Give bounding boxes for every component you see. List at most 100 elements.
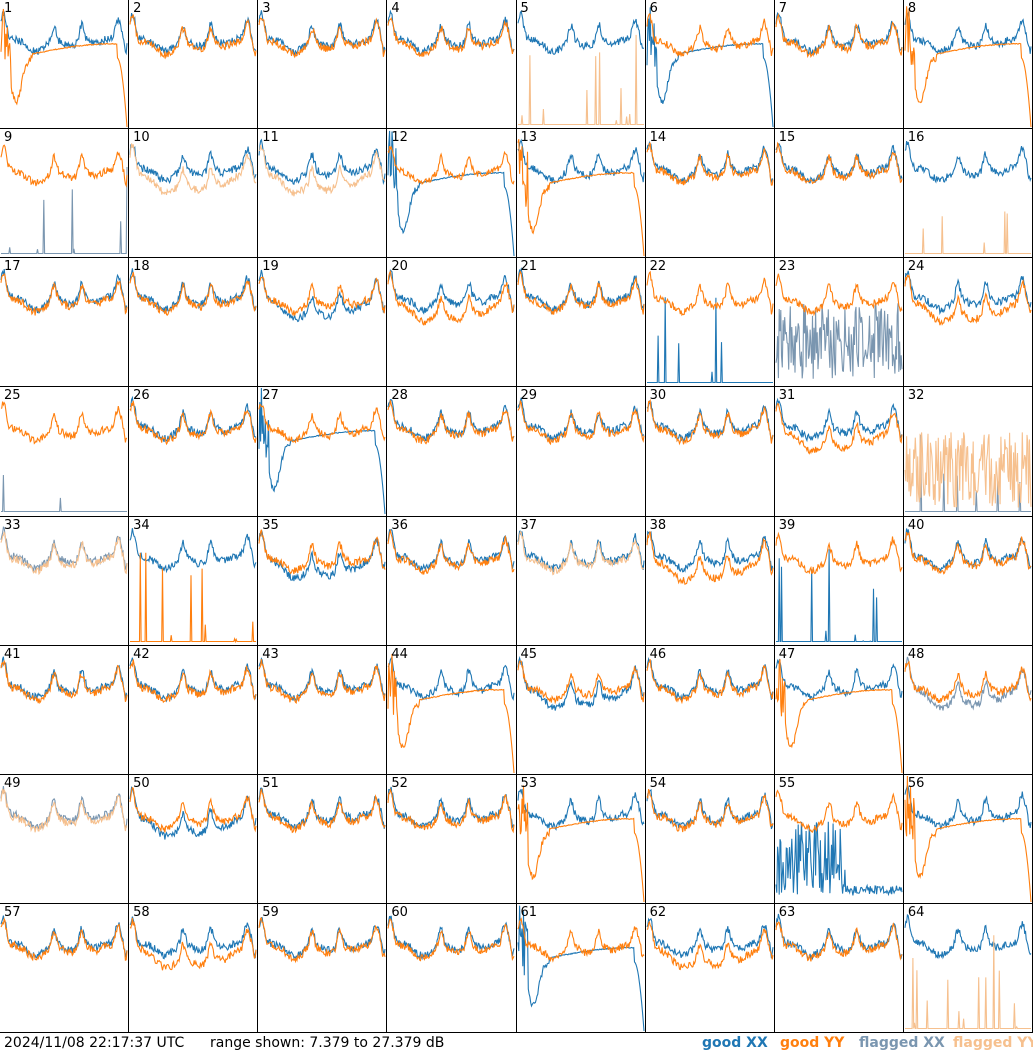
- panel-45: 45: [516, 645, 646, 775]
- panel-54-label: 54: [649, 775, 667, 791]
- panel-31-xx-line: [775, 398, 903, 443]
- panel-28-label: 28: [391, 388, 408, 404]
- panel-32-yy-line: [904, 432, 1032, 508]
- panel-58-label: 58: [133, 904, 150, 920]
- panel-53-label: 53: [520, 775, 538, 791]
- panel-5: 5: [516, 0, 646, 130]
- panel-38-plot: [646, 529, 774, 585]
- panel-44-plot: [387, 653, 515, 773]
- panel-43: 43: [258, 645, 388, 775]
- panel-19-plot: [258, 270, 386, 323]
- panel-7-yy-line: [775, 12, 903, 59]
- panel-25: 25: [0, 387, 130, 517]
- panel-57-label: 57: [4, 904, 21, 920]
- panel-13-yy-line: [516, 139, 645, 257]
- panel-44-xx-line: [387, 656, 515, 701]
- panel-50: 50: [129, 774, 259, 904]
- panel-1: 1: [0, 0, 130, 130]
- panel-15-xx-line: [775, 143, 903, 185]
- panel-63-plot: [775, 913, 903, 962]
- panel-42-label: 42: [133, 646, 150, 662]
- panel-64-yy-line: [904, 935, 1031, 1029]
- panel-23-label: 23: [778, 259, 796, 275]
- panel-19-label: 19: [262, 259, 279, 275]
- panel-38-yy-line: [646, 530, 774, 585]
- panel-35-xx-line: [258, 529, 386, 581]
- panel-10-plot: [129, 143, 257, 196]
- panel-40-yy-line: [904, 531, 1032, 575]
- panel-33-xx-line: [0, 525, 128, 572]
- panel-54-yy-line: [646, 788, 774, 832]
- panel-26-yy-line: [129, 401, 257, 446]
- panel-10-label: 10: [133, 130, 150, 146]
- panel-13-xx-line: [516, 138, 645, 185]
- panel-18-xx-line: [129, 268, 257, 313]
- panel-20: 20: [387, 258, 517, 388]
- panel-32-xx-line: [904, 435, 1031, 513]
- panel-55: 55: [774, 774, 904, 904]
- panel-49-yy-line: [0, 788, 128, 833]
- panel-52-label: 52: [391, 775, 408, 791]
- panel-38-xx-line: [646, 529, 774, 573]
- panel-1-yy-line: [0, 8, 128, 128]
- panel-13-label: 13: [520, 130, 538, 146]
- panel-63-label: 63: [778, 904, 796, 920]
- panel-34-label: 34: [133, 517, 150, 533]
- panel-5-yy-line: [517, 34, 644, 126]
- panel-62: 62: [645, 903, 775, 1033]
- panel-20-yy-line: [387, 270, 515, 327]
- panel-11-label: 11: [262, 130, 279, 146]
- panel-26-label: 26: [133, 388, 150, 404]
- panel-25-label: 25: [4, 388, 21, 404]
- panel-50-label: 50: [133, 775, 150, 791]
- panel-36-label: 36: [391, 517, 408, 533]
- panel-23-yy-line: [775, 273, 903, 317]
- panel-35-yy-line: [258, 529, 386, 574]
- panel-42-plot: [129, 657, 257, 703]
- panel-3-yy-line: [258, 17, 386, 59]
- panel-9: 9: [0, 129, 130, 259]
- panel-39-label: 39: [778, 517, 796, 533]
- panel-63-yy-line: [775, 921, 903, 962]
- panel-3-xx-line: [258, 10, 386, 58]
- panel-11-yy-line: [259, 145, 386, 197]
- panel-31-yy-line: [775, 403, 903, 456]
- panel-64-label: 64: [907, 904, 925, 920]
- legend-good-xx: good XX: [702, 1035, 768, 1051]
- panel-11-plot: [258, 138, 386, 197]
- panel-61-plot: [516, 905, 645, 1031]
- panel-45-label: 45: [520, 646, 538, 662]
- panel-45-yy-line: [516, 660, 645, 705]
- panel-21-yy-line: [516, 270, 645, 315]
- panel-59-yy-line: [258, 917, 386, 964]
- panel-22-label: 22: [649, 259, 667, 275]
- panel-15-label: 15: [778, 130, 796, 146]
- panel-61-yy-line: [516, 917, 644, 963]
- panel-16: 16: [903, 129, 1033, 259]
- panel-21-label: 21: [520, 259, 538, 275]
- panel-29-label: 29: [520, 388, 538, 404]
- panel-43-xx-line: [258, 656, 386, 702]
- panel-58-yy-line: [129, 917, 257, 971]
- panel-23-plot: [775, 273, 903, 379]
- panel-64: 64: [903, 903, 1033, 1033]
- panel-18-plot: [129, 268, 257, 317]
- panel-22-xx-line: [646, 297, 773, 384]
- panel-47-xx-line: [775, 658, 903, 702]
- panel-34-xx-line: [129, 527, 257, 573]
- panel-18-yy-line: [129, 272, 257, 317]
- panel-17: 17: [0, 258, 130, 388]
- panel-53: 53: [516, 774, 646, 904]
- panel-49: 49: [0, 774, 130, 904]
- panel-4-yy-line: [387, 17, 515, 57]
- panel-55-yy-line: [775, 789, 903, 833]
- panel-29-plot: [516, 398, 645, 446]
- panel-47-label: 47: [778, 646, 796, 662]
- panel-32: 32: [903, 387, 1033, 517]
- panel-6-label: 6: [649, 1, 658, 16]
- panel-46-xx-line: [646, 656, 774, 702]
- panel-18-label: 18: [133, 259, 150, 275]
- panel-47-yy-line: [775, 658, 903, 773]
- panel-2-yy-line: [129, 14, 257, 60]
- panel-20-label: 20: [391, 259, 408, 275]
